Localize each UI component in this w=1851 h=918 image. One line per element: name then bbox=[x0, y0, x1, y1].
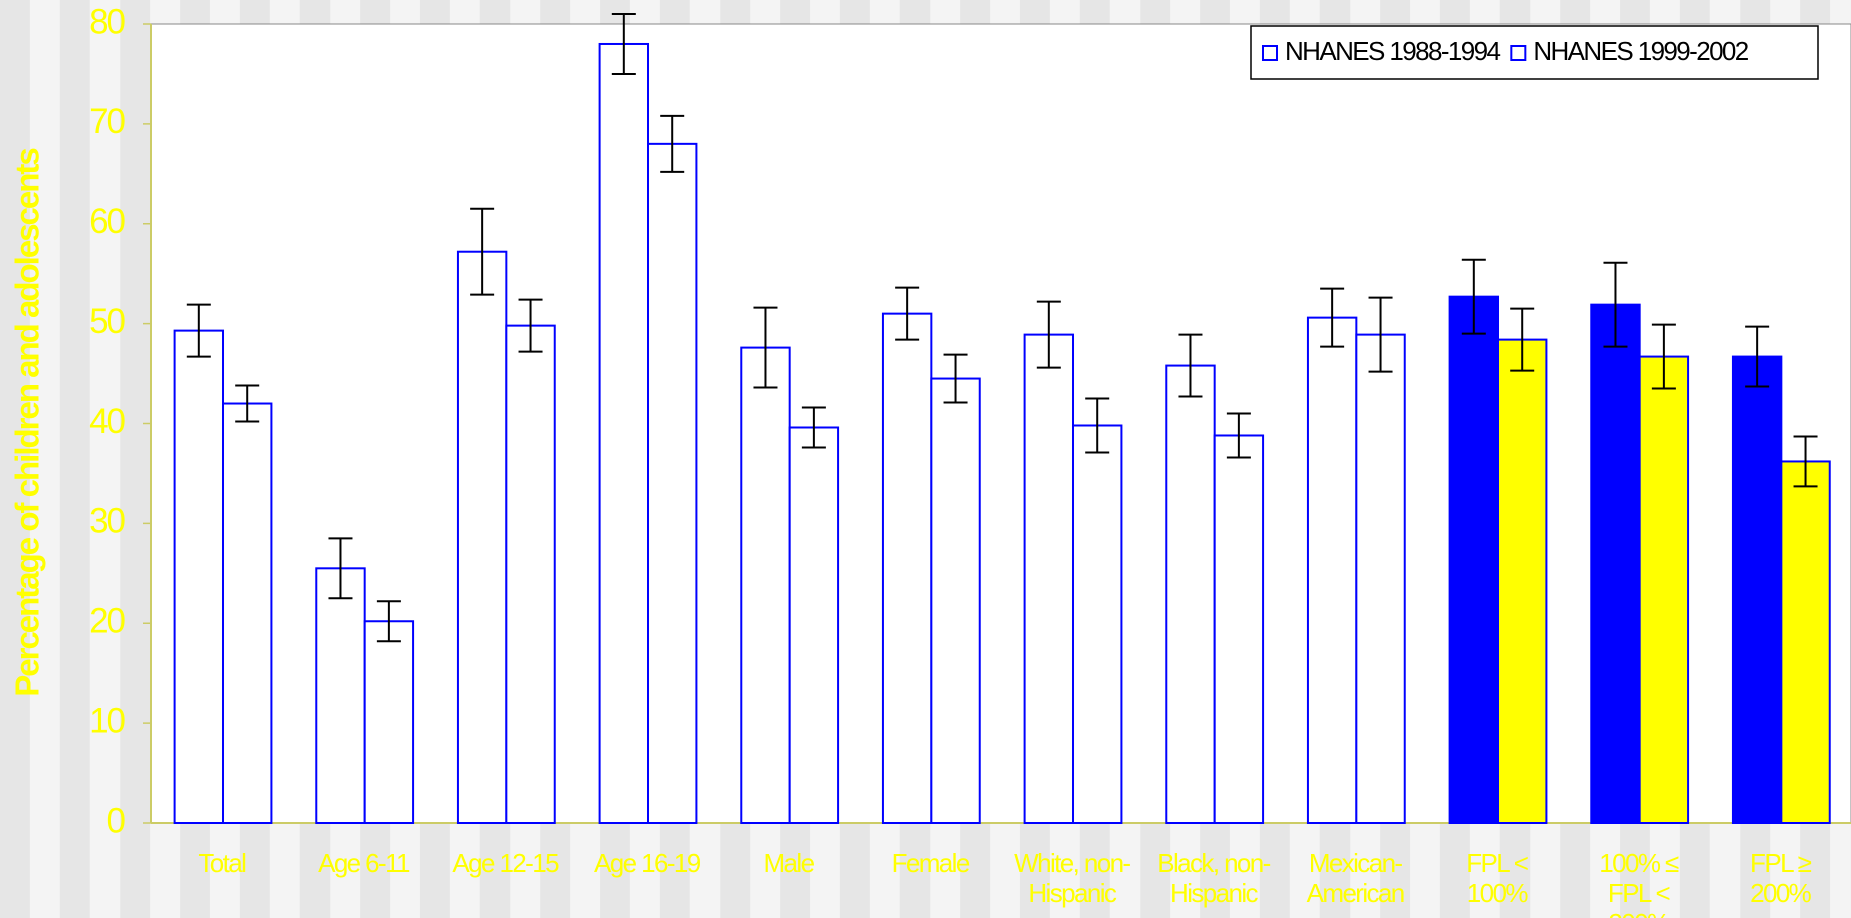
x-tick-label: 100% ≤ FPL < 200% bbox=[1599, 848, 1679, 918]
y-tick-label: 0 bbox=[107, 801, 126, 840]
error-bar bbox=[1651, 323, 1676, 390]
x-tick-label: Mexican-American bbox=[1306, 848, 1406, 908]
legend-box bbox=[1250, 25, 1819, 80]
bar bbox=[1355, 333, 1406, 824]
error-bar bbox=[376, 600, 401, 643]
bar bbox=[1638, 355, 1690, 824]
error-bar bbox=[1178, 333, 1203, 398]
legend-label: NHANES 1999-2002 bbox=[1533, 36, 1748, 66]
y-tick-label: 70 bbox=[89, 102, 125, 141]
x-tick-label: FPL ≥ 200% bbox=[1750, 848, 1812, 908]
error-bar bbox=[1036, 300, 1061, 369]
error-bar bbox=[1510, 307, 1535, 372]
x-tick-label: Age 16-19 bbox=[594, 848, 701, 878]
y-tick-label: 10 bbox=[89, 701, 125, 740]
bar bbox=[222, 402, 273, 824]
error-bar bbox=[1320, 287, 1345, 348]
bar bbox=[740, 346, 791, 824]
x-tick-label: Female bbox=[891, 848, 971, 878]
bar bbox=[363, 620, 415, 824]
bar bbox=[1213, 434, 1265, 824]
error-bar bbox=[753, 306, 778, 389]
bar bbox=[1590, 303, 1641, 824]
y-tick-label: 20 bbox=[89, 602, 125, 641]
x-tick-label: White, non-Hispanic bbox=[1014, 848, 1131, 908]
bar bbox=[505, 324, 556, 824]
error-bar bbox=[660, 114, 685, 173]
bar bbox=[1731, 355, 1783, 824]
y-tick-label: 30 bbox=[89, 502, 125, 541]
error-bar bbox=[1603, 261, 1628, 348]
y-axis-label: Percentage of children and adolescents bbox=[9, 149, 46, 697]
bar bbox=[930, 377, 981, 824]
legend-swatch bbox=[1510, 45, 1527, 61]
legend: NHANES 1988-1994 NHANES 1999-2002 bbox=[1250, 25, 1819, 80]
y-tick-label: 80 bbox=[89, 2, 125, 41]
legend-swatch bbox=[1262, 45, 1278, 61]
error-bar bbox=[235, 384, 260, 423]
error-bar bbox=[1085, 397, 1110, 454]
bar bbox=[456, 250, 508, 824]
bar bbox=[881, 312, 933, 824]
error-bar bbox=[943, 353, 968, 404]
error-bar bbox=[186, 303, 211, 358]
x-tick-label: FPL < 100% bbox=[1466, 848, 1529, 908]
bar bbox=[1072, 424, 1123, 824]
error-bar bbox=[611, 13, 636, 75]
bar bbox=[647, 142, 698, 825]
plot-area bbox=[150, 23, 1851, 824]
x-tick-label: Black, non-Hispanic bbox=[1157, 848, 1271, 908]
bar bbox=[1306, 316, 1358, 824]
bar bbox=[1497, 338, 1548, 824]
error-bar bbox=[1745, 325, 1770, 388]
y-tick-label: 50 bbox=[89, 302, 125, 341]
error-bar bbox=[518, 298, 543, 353]
bar bbox=[173, 329, 225, 824]
error-bar bbox=[328, 537, 353, 600]
bar bbox=[1780, 460, 1831, 824]
bar bbox=[598, 42, 650, 825]
error-bar bbox=[1368, 296, 1393, 373]
error-bar bbox=[470, 207, 495, 296]
y-tick-label: 40 bbox=[89, 402, 125, 441]
x-tick-label: Age 12-15 bbox=[452, 848, 559, 878]
bar bbox=[1023, 333, 1075, 824]
error-bar bbox=[1226, 412, 1251, 459]
x-tick-label: Age 6-11 bbox=[318, 848, 410, 878]
bar bbox=[1448, 295, 1500, 824]
bar bbox=[1165, 364, 1216, 824]
legend-label: NHANES 1988-1994 bbox=[1285, 36, 1500, 66]
bar bbox=[315, 567, 366, 824]
error-bar bbox=[1793, 435, 1818, 488]
x-tick-label: Total bbox=[198, 848, 247, 878]
y-tick-label: 60 bbox=[89, 202, 125, 241]
error-bar bbox=[801, 406, 826, 449]
error-bar bbox=[895, 286, 920, 341]
x-tick-label: Male bbox=[763, 848, 816, 878]
error-bar bbox=[1461, 258, 1486, 335]
bar bbox=[788, 426, 840, 824]
